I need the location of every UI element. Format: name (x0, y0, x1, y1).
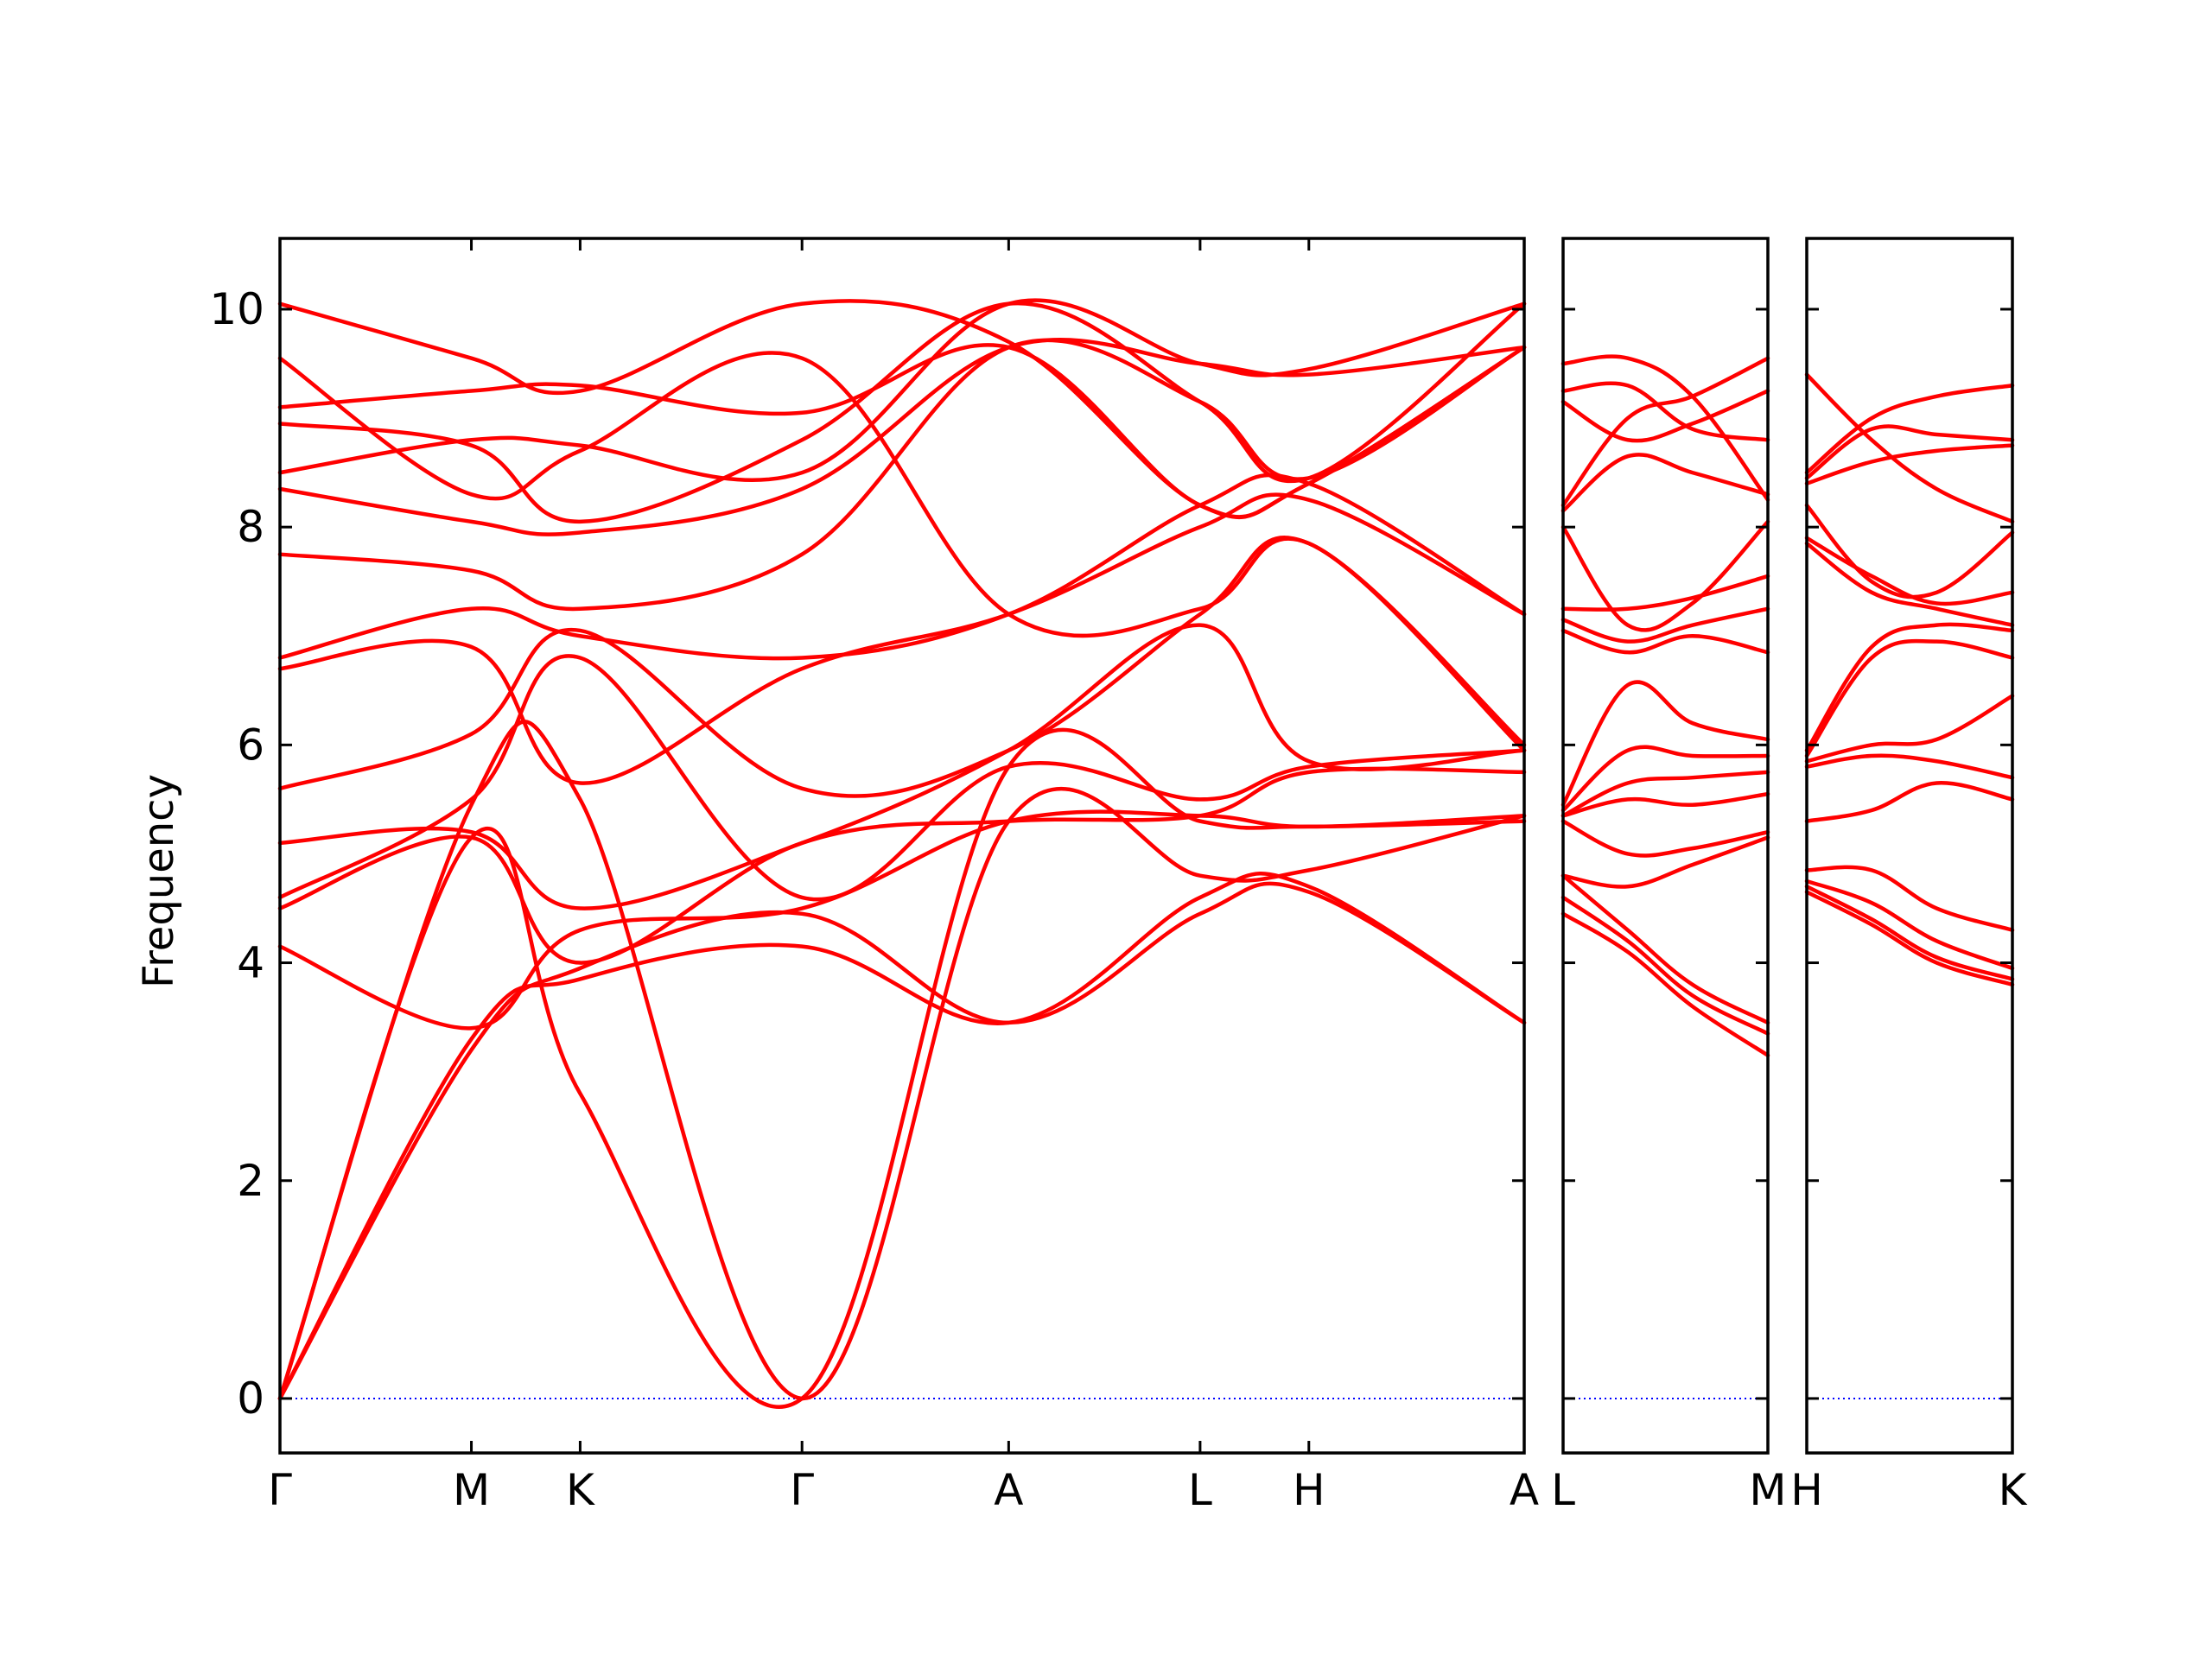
band-line-panel1-2 (277, 872, 1527, 1401)
band-line-panel3-8 (1804, 638, 2015, 758)
band-line-panel2-5 (1560, 819, 1770, 858)
band-line-panel1-8 (277, 623, 1527, 910)
y-tick-label: 4 (237, 938, 264, 988)
panel-frame (1805, 237, 2014, 1455)
band-line-panel2-2 (1560, 895, 1770, 1036)
band-line-panel3-9 (1804, 622, 2015, 752)
x-tick-label: L (1551, 1465, 1575, 1515)
band-line-panel3-3 (1804, 879, 2015, 971)
band-line-panel3-1 (1804, 890, 2015, 987)
band-line-panel1-18 (277, 299, 1527, 520)
x-tick-label: Γ (268, 1465, 292, 1515)
panel-frame (278, 237, 1526, 1455)
band-line-panel2-17 (1560, 381, 1770, 442)
x-tick-label: K (566, 1465, 595, 1515)
band-line-panel3-14 (1804, 424, 2015, 480)
x-tick-label: H (1790, 1465, 1823, 1515)
band-line-panel1-13 (277, 337, 1527, 536)
x-tick-label: L (1188, 1465, 1212, 1515)
x-tick-label: H (1293, 1465, 1325, 1515)
band-line-panel3-15 (1804, 383, 2015, 475)
x-tick-label: M (453, 1465, 490, 1515)
band-line-panel2-10 (1560, 628, 1770, 655)
band-line-panel2-1 (1560, 911, 1770, 1057)
band-line-panel1-17 (277, 351, 1527, 747)
y-tick-label: 2 (237, 1156, 264, 1206)
band-line-panel1-7 (277, 654, 1527, 902)
y-axis-label: Frequency (135, 774, 183, 988)
band-line-panel2-18 (1560, 354, 1770, 502)
band-line-panel1-5 (277, 809, 1527, 1031)
band-line-panel3-11 (1804, 536, 2015, 606)
panel-frame (1561, 237, 1770, 1455)
y-tick-label: 8 (237, 502, 264, 552)
band-line-panel1-10 (277, 492, 1527, 785)
band-line-panel3-12 (1804, 503, 2015, 599)
band-line-panel1-3 (277, 727, 1527, 1409)
band-line-panel2-9 (1560, 680, 1770, 807)
band-line-panel3-13 (1804, 443, 2015, 485)
band-line-panel1-6 (277, 766, 1527, 965)
band-line-panel2-15 (1560, 356, 1770, 508)
x-tick-label: M (1749, 1465, 1786, 1515)
x-tick-label: K (1999, 1465, 2028, 1515)
band-line-panel2-13 (1560, 519, 1770, 632)
band-line-panel2-11 (1560, 606, 1770, 644)
band-line-panel1-4 (277, 720, 1527, 1401)
band-line-panel2-14 (1560, 453, 1770, 513)
band-line-panel2-3 (1560, 873, 1770, 1025)
band-line-panel3-10 (1804, 541, 2015, 627)
band-line-panel2-6 (1560, 791, 1770, 818)
band-line-panel2-16 (1560, 389, 1770, 443)
band-line-panel2-4 (1560, 835, 1770, 889)
band-line-panel3-6 (1804, 753, 2015, 780)
y-tick-label: 0 (237, 1373, 264, 1424)
band-line-panel2-7 (1560, 770, 1770, 818)
x-tick-label: A (1510, 1465, 1539, 1515)
band-line-panel3-5 (1804, 781, 2015, 823)
y-tick-label: 10 (209, 284, 264, 334)
band-line-panel3-16 (1804, 372, 2015, 524)
band-line-panel1-15 (277, 301, 1527, 524)
band-line-panel3-2 (1804, 885, 2015, 981)
y-tick-label: 6 (237, 720, 264, 770)
band-line-panel2-8 (1560, 745, 1770, 813)
x-tick-label: A (994, 1465, 1023, 1515)
band-line-panel1-14 (277, 298, 1527, 482)
band-line-panel3-4 (1804, 865, 2015, 932)
band-line-panel3-7 (1804, 694, 2015, 764)
x-tick-label: Γ (790, 1465, 814, 1515)
band-line-panel1-1 (277, 881, 1527, 1401)
band-line-panel2-12 (1560, 574, 1770, 612)
